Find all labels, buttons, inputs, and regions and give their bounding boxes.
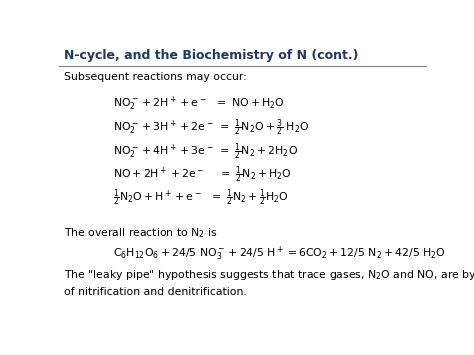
Text: The "leaky pipe" hypothesis suggests that trace gases, $\mathrm{N_2}$O and NO, a: The "leaky pipe" hypothesis suggests tha… <box>64 268 474 297</box>
Text: $\mathrm{\frac{1}{2}N_2O + H^+ + e^-\ \ = \ \frac{1}{2}N_2 + \frac{1}{2}H_2O}$: $\mathrm{\frac{1}{2}N_2O + H^+ + e^-\ \ … <box>112 187 288 209</box>
Text: $\mathrm{C_6H_{12}O_6 + 24/5\ NO_3^- + 24/5\ H^+ = 6CO_2 + 12/5\ N_2 + 42/5\ H_2: $\mathrm{C_6H_{12}O_6 + 24/5\ NO_3^- + 2… <box>112 244 446 263</box>
Text: $\mathrm{NO_2^- + 2H^+ + e^-\ \ = \ NO + H_2O}$: $\mathrm{NO_2^- + 2H^+ + e^-\ \ = \ NO +… <box>112 95 284 113</box>
Text: N-cycle, and the Biochemistry of N (cont.): N-cycle, and the Biochemistry of N (cont… <box>64 49 358 62</box>
Text: $\mathrm{NO + 2H^+ + 2e^-\ \ \ \ = \ \frac{1}{2}N_2 + H_2O}$: $\mathrm{NO + 2H^+ + 2e^-\ \ \ \ = \ \fr… <box>112 164 292 186</box>
Text: Subsequent reactions may occur:: Subsequent reactions may occur: <box>64 72 246 82</box>
Text: $\mathrm{NO_2^- + 3H^+ + 2e^-\ = \ \frac{1}{2}N_2O + \frac{3}{2}\ H_2O}$: $\mathrm{NO_2^- + 3H^+ + 2e^-\ = \ \frac… <box>112 118 309 140</box>
Text: The overall reaction to $\mathrm{N_2}$ is: The overall reaction to $\mathrm{N_2}$ i… <box>64 226 217 240</box>
Text: $\mathrm{NO_2^- + 4H^+ + 3e^-\ = \ \frac{1}{2}N_2 + 2H_2O}$: $\mathrm{NO_2^- + 4H^+ + 3e^-\ = \ \frac… <box>112 141 298 163</box>
